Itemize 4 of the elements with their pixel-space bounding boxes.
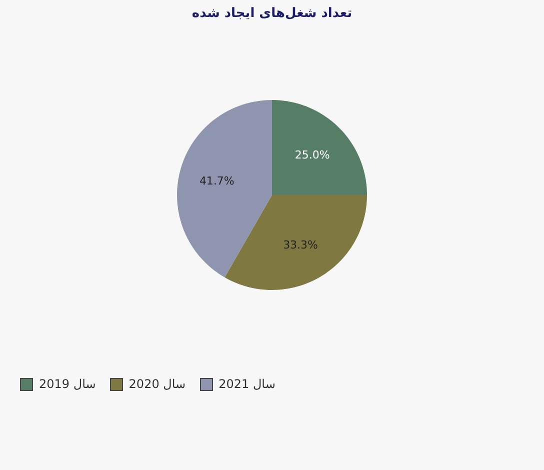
chart-title: تعداد شغل‌های ایجاد شده xyxy=(190,6,354,21)
data-label: 25.0% xyxy=(294,148,330,162)
data-label: 33.3% xyxy=(283,238,318,252)
data-label: 41.7% xyxy=(199,174,234,188)
